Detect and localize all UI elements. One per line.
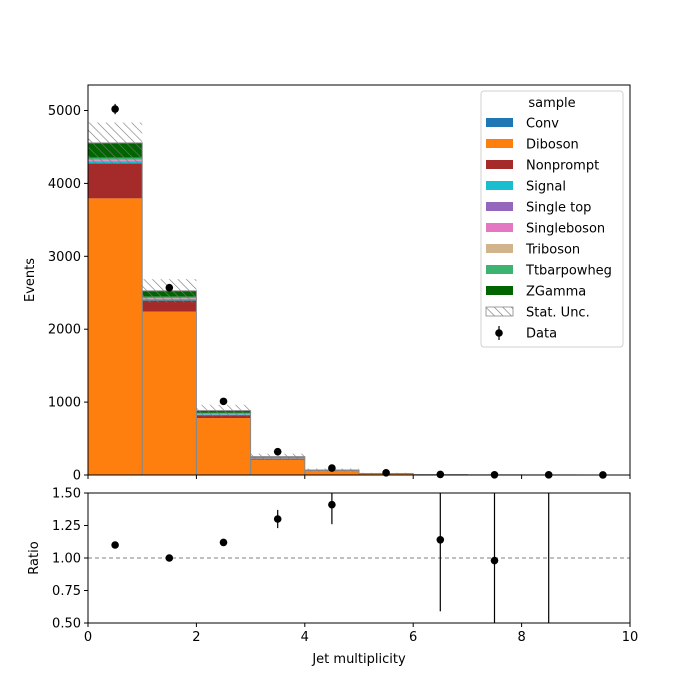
- legend-swatch: [486, 139, 513, 148]
- legend-label: Data: [526, 327, 557, 342]
- legend-label: Nonprompt: [526, 159, 599, 174]
- bar-diboson: [250, 459, 305, 475]
- y-tick-label-bottom: 0.75: [52, 584, 81, 599]
- legend-swatch: [486, 160, 513, 169]
- legend-swatch-stat-unc: [485, 306, 514, 317]
- x-tick-label: 0: [84, 630, 92, 645]
- legend-swatch: [486, 286, 513, 295]
- legend-label: Triboson: [525, 243, 580, 258]
- legend-swatch: [486, 265, 513, 274]
- ratio-point: [273, 515, 282, 523]
- axis-labels: Events Ratio Jet multiplicity: [23, 258, 406, 667]
- bar-diboson: [142, 311, 197, 475]
- ratio-point: [328, 500, 336, 509]
- y-tick-label-top: 4000: [48, 177, 81, 192]
- y-tick-label-top: 3000: [48, 250, 81, 265]
- ratio-point: [436, 536, 445, 544]
- bar-diboson: [196, 418, 251, 475]
- legend-label: Diboson: [526, 138, 579, 153]
- y-tick-label-top: 0: [73, 469, 81, 484]
- bar-nonprompt: [196, 415, 251, 419]
- legend-data-marker: [495, 329, 503, 337]
- data-point: [111, 105, 119, 113]
- legend-swatch: [486, 202, 513, 211]
- top-frame: [87, 84, 631, 476]
- ratio-panel: 0.50 0.75 1.00 1.25 1.50 0 2 4 6 8 10: [52, 487, 638, 646]
- ratio-point: [111, 541, 119, 549]
- legend-swatch: [486, 244, 513, 253]
- legend-title: sample: [528, 96, 575, 111]
- y-tick-label-top: 2000: [48, 323, 81, 338]
- legend-label: Stat. Unc.: [526, 306, 590, 321]
- y-tick-label-bottom: 1.00: [52, 552, 81, 567]
- x-tick-label: 10: [622, 630, 639, 645]
- data-point: [328, 464, 336, 472]
- data-point: [165, 283, 174, 292]
- legend-box: [480, 90, 624, 348]
- legend-label: Single top: [526, 201, 591, 216]
- bar-nonprompt: [88, 163, 143, 199]
- main-histogram-panel: 0 1000 2000 3000 4000 5000: [48, 84, 631, 484]
- ratio-point: [219, 538, 228, 547]
- y-axis-label-ratio: Ratio: [27, 541, 42, 574]
- x-axis-label: Jet multiplicity: [311, 652, 406, 667]
- bar-nonprompt: [142, 300, 197, 312]
- legend-label: ZGamma: [526, 285, 586, 300]
- data-point: [273, 447, 282, 456]
- x-tick-label: 4: [301, 630, 309, 645]
- data-point: [219, 397, 228, 406]
- legend-label: Conv: [526, 117, 559, 132]
- legend: sample Conv Diboson Nonprompt Signal Single t…: [480, 90, 624, 348]
- y-tick-label-bottom: 1.25: [52, 519, 81, 534]
- y-tick-label-top: 5000: [48, 104, 81, 119]
- legend-swatch: [486, 181, 513, 190]
- data-point: [436, 470, 445, 479]
- x-tick-label: 2: [192, 630, 200, 645]
- y-tick-label-bottom: 1.50: [52, 487, 81, 502]
- legend-swatch: [486, 223, 513, 232]
- bar-diboson: [304, 470, 359, 475]
- x-tick-label: 8: [517, 630, 525, 645]
- y-tick-label-top: 1000: [48, 396, 81, 411]
- legend-label: Singleboson: [526, 222, 605, 237]
- ratio-point: [165, 554, 174, 562]
- y-axis-label-events: Events: [23, 258, 38, 302]
- y-tick-label-bottom: 0.50: [52, 617, 81, 632]
- legend-label: Signal: [526, 180, 566, 195]
- bar-diboson: [88, 198, 143, 475]
- legend-label: Ttbarpowheg: [525, 264, 612, 279]
- legend-swatch: [486, 118, 513, 127]
- x-tick-label: 6: [409, 630, 417, 645]
- ratio-point: [490, 556, 499, 565]
